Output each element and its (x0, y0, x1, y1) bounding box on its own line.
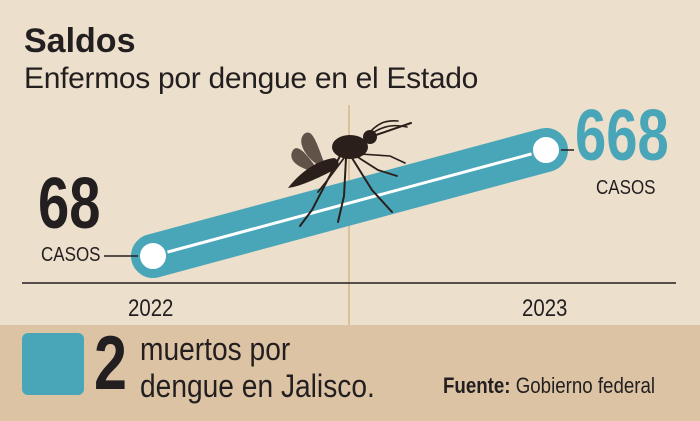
unit-2022: CASOS (41, 244, 101, 266)
data-point-2023 (531, 135, 561, 165)
deaths-text-line2: dengue en Jalisco. (140, 368, 375, 404)
footer-band (0, 325, 700, 421)
value-2023: 668 (575, 96, 669, 176)
tick-label-2022: 2022 (128, 295, 174, 322)
page-subtitle: Enfermos por dengue en el Estado (24, 62, 479, 95)
value-2022: 68 (38, 164, 101, 244)
source-credit: Fuente: Gobierno federal (443, 373, 655, 399)
series-layer (104, 128, 574, 278)
data-point-2022 (138, 241, 168, 271)
unit-2023: CASOS (596, 177, 656, 199)
skull-icon-box (22, 333, 84, 395)
tick-label-2023: 2023 (522, 295, 568, 322)
deaths-count: 2 (94, 321, 127, 406)
mosquito-illustration (288, 119, 412, 227)
deaths-text-line1: muertos por (140, 331, 291, 367)
page-title: Saldos (24, 22, 136, 60)
source-label: Fuente: (443, 373, 511, 398)
series-line (152, 148, 547, 258)
source-value: Gobierno federal (515, 373, 656, 398)
